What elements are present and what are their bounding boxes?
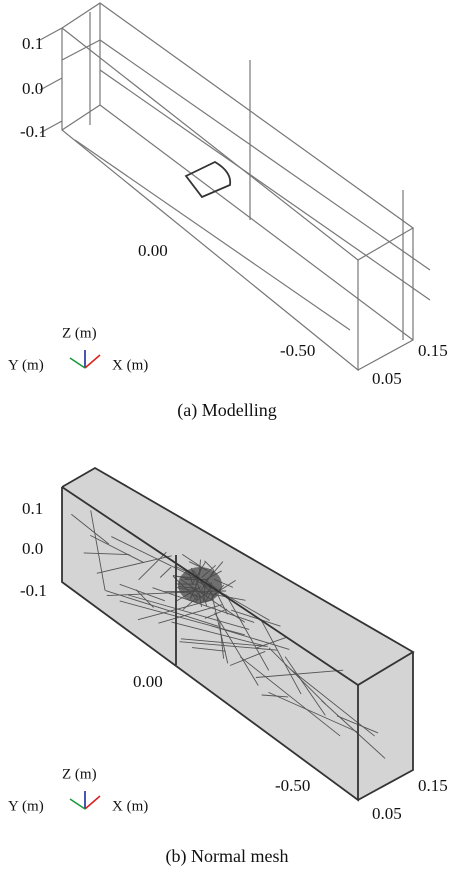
- tick-label: 0.00: [133, 672, 163, 691]
- axis-label: X (m): [112, 357, 148, 373]
- tick-label: 0.15: [418, 776, 448, 795]
- tick-label: 0.0: [22, 539, 43, 558]
- tick-label: -0.50: [275, 776, 310, 795]
- tick-label: -0.1: [20, 122, 47, 141]
- tick-label: 0.1: [22, 499, 43, 518]
- tick-label: -0.1: [20, 581, 47, 600]
- tick-label: -0.50: [280, 341, 315, 360]
- axis-label: X (m): [112, 798, 148, 814]
- tick-label: 0.1: [22, 34, 43, 53]
- tick-label: 0.0: [22, 79, 43, 98]
- caption: (a) Modelling: [177, 400, 276, 421]
- axis-label: Y (m): [8, 798, 44, 814]
- figure: 0.1 0.0 -0.1 0.00 -0.50 0.15 0.05 Z (m) Y (m) X (…: [0, 0, 455, 882]
- tick-label: 0.00: [138, 241, 168, 260]
- axis-label: Z (m): [62, 766, 97, 782]
- mesh-box: [62, 468, 413, 800]
- axis-label: Z (m): [62, 325, 97, 341]
- tick-label: 0.05: [372, 369, 402, 388]
- tick-label: 0.05: [372, 804, 402, 823]
- tick-label: 0.15: [418, 341, 448, 360]
- model-wireframe: [40, 3, 430, 370]
- caption: (b) Normal mesh: [166, 846, 289, 867]
- axis-label: Y (m): [8, 357, 44, 373]
